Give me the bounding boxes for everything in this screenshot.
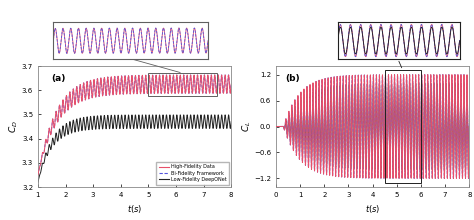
Y-axis label: $C_D$: $C_D$ bbox=[8, 120, 20, 133]
Bar bbox=[385, 70, 421, 183]
Legend: High-Fidelity Data, Bi-Fidelity Framework, Low-Fidelity DeepONet: High-Fidelity Data, Bi-Fidelity Framewor… bbox=[156, 162, 229, 185]
Bar bbox=[148, 73, 218, 96]
Text: (b): (b) bbox=[286, 73, 301, 82]
Text: (a): (a) bbox=[52, 73, 66, 82]
X-axis label: $t(s)$: $t(s)$ bbox=[365, 204, 380, 215]
Y-axis label: $C_L$: $C_L$ bbox=[240, 121, 253, 132]
X-axis label: $t(s)$: $t(s)$ bbox=[127, 204, 142, 215]
